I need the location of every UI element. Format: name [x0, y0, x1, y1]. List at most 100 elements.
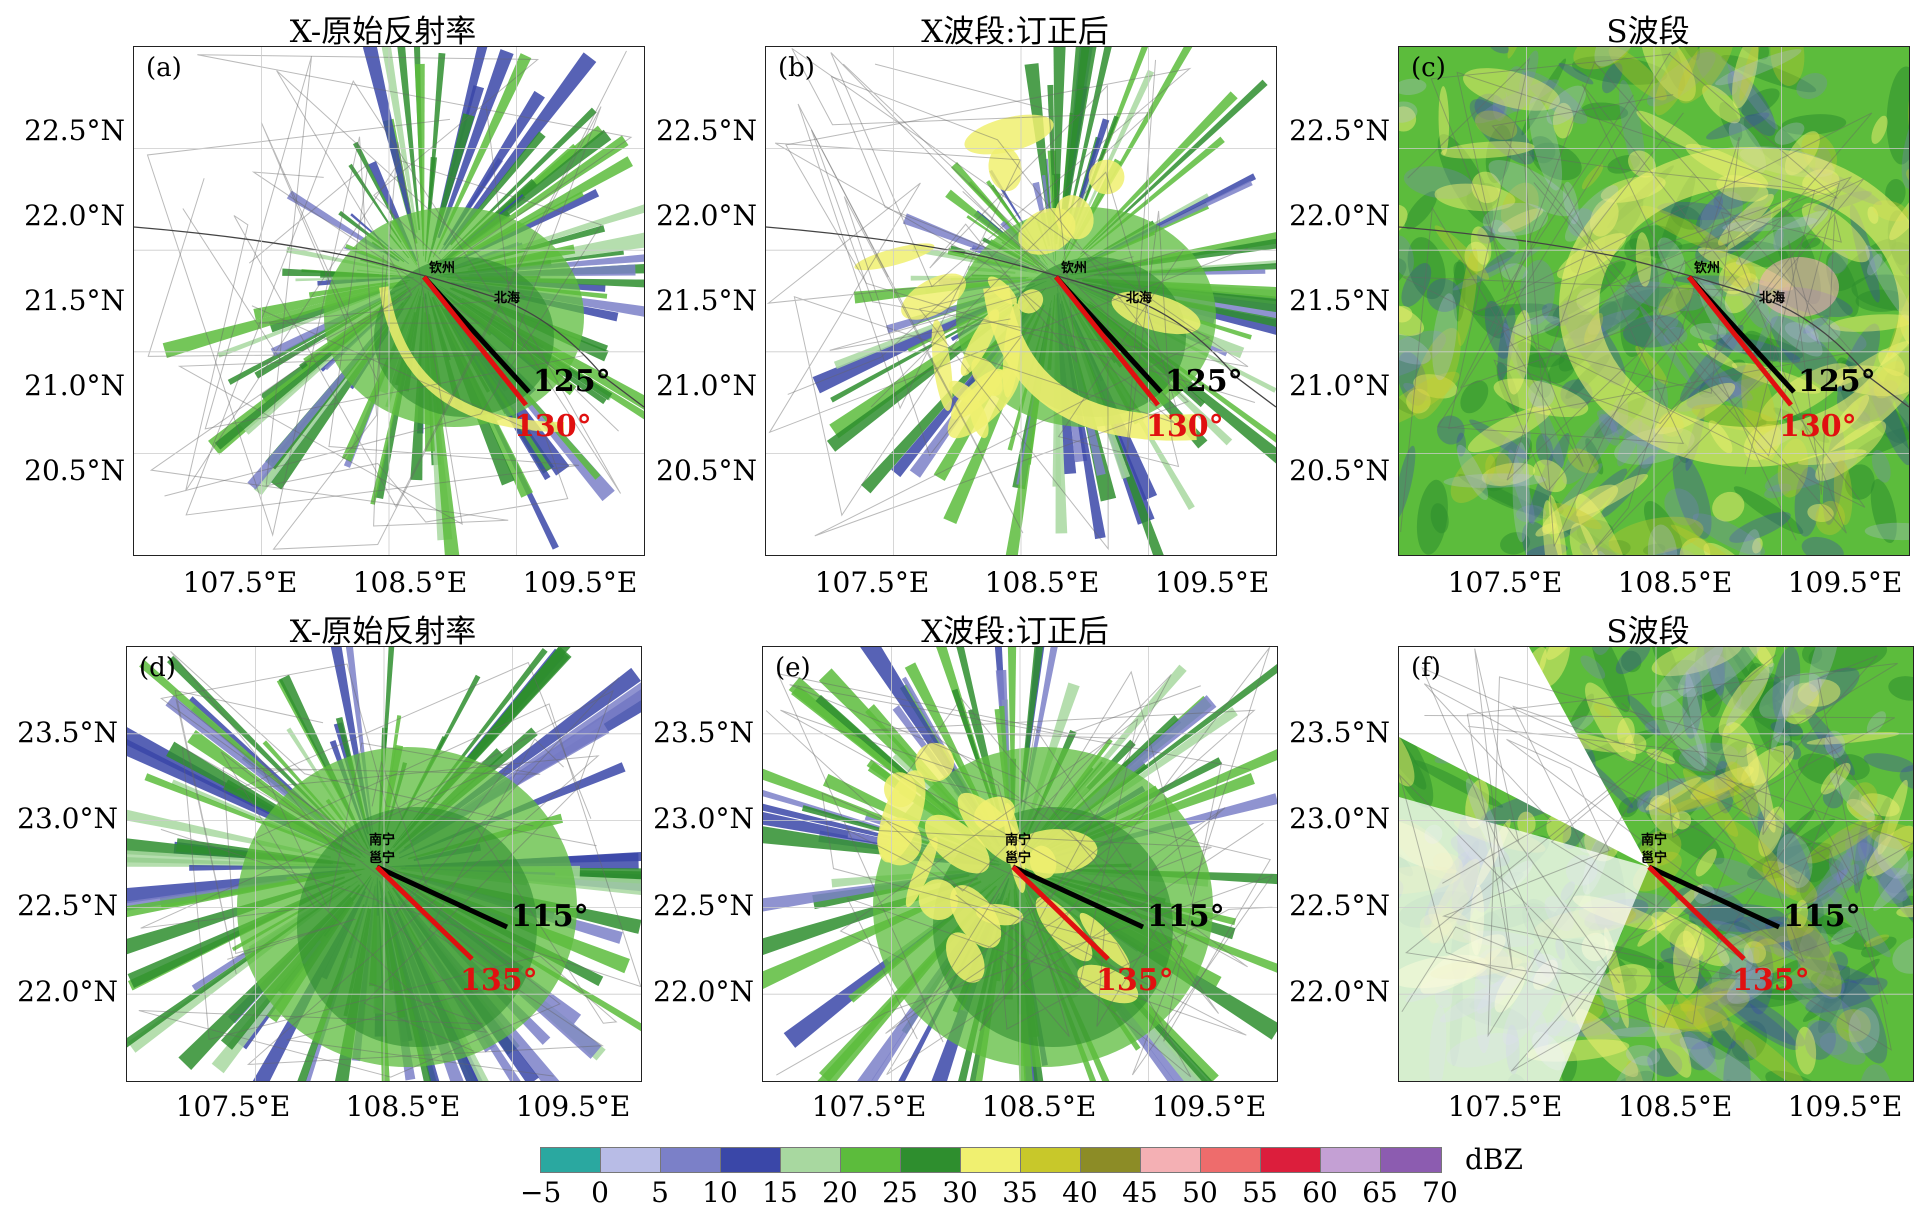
latitude-label: 22.5°N: [1289, 889, 1390, 922]
map-panel-c: (c) 125° 130° 钦州 北海: [1398, 46, 1910, 556]
radar-map: [127, 647, 641, 1081]
colorbar-swatch: [540, 1147, 602, 1173]
colorbar-tick-label: 10: [702, 1176, 738, 1209]
colorbar-swatch: [960, 1147, 1022, 1173]
city-label: 北海: [1759, 291, 1786, 306]
longitude-label: 109.5°E: [1787, 1090, 1903, 1123]
latitude-label: 20.5°N: [24, 454, 125, 487]
latitude-label: 23.5°N: [1289, 716, 1390, 749]
colorbar-swatch: [600, 1147, 662, 1173]
city-label: 南宁: [1005, 833, 1032, 848]
map-panel-f: (f) 115° 135° 南宁 邕宁: [1398, 646, 1914, 1082]
boundary-lines: [138, 651, 641, 1078]
radar-map: [1399, 47, 1909, 555]
colorbar-swatch: [720, 1147, 782, 1173]
colorbar-tick-label: 50: [1182, 1176, 1218, 1209]
panel-letter: (a): [146, 53, 182, 83]
panel-title: S波段: [1606, 614, 1690, 650]
azimuth-label-red: 135°: [460, 963, 538, 998]
latitude-label: 21.0°N: [656, 369, 757, 402]
latitude-label: 21.5°N: [1289, 284, 1390, 317]
longitude-label: 107.5°E: [1447, 1090, 1563, 1123]
radar-map: [766, 47, 1276, 555]
panel-letter: (d): [139, 653, 176, 683]
colorbar-swatch: [1140, 1147, 1202, 1173]
colorbar-tick-label: 70: [1422, 1176, 1458, 1209]
colorbar-tick-label: 65: [1362, 1176, 1398, 1209]
latitude-label: 23.0°N: [1289, 802, 1390, 835]
colorbar-unit: dBZ: [1465, 1143, 1523, 1176]
panel-title: X波段:订正后: [921, 614, 1109, 650]
colorbar-swatch: [1320, 1147, 1382, 1173]
latitude-label: 22.0°N: [653, 975, 754, 1008]
map-panel-e: (e) 115° 135° 南宁邕宁: [762, 646, 1278, 1082]
azimuth-line-red: [1687, 275, 1793, 407]
radar-map: [1399, 647, 1913, 1081]
azimuth-label-red: 135°: [1096, 963, 1174, 998]
longitude-label: 108.5°E: [1617, 566, 1733, 599]
azimuth-line-red: [1054, 275, 1160, 407]
city-label: 邕宁: [1005, 851, 1032, 866]
panel-letter: (b): [778, 53, 815, 83]
panel-letter: (e): [775, 653, 811, 683]
longitude-label: 108.5°E: [981, 1090, 1097, 1123]
reflectivity-field: [162, 47, 644, 555]
colorbar-tick-label: 0: [591, 1176, 609, 1209]
azimuth-label-black: 125°: [533, 364, 611, 399]
colorbar-swatch: [1380, 1147, 1442, 1173]
latitude-label: 22.0°N: [1289, 199, 1390, 232]
latitude-label: 22.0°N: [24, 199, 125, 232]
colorbar-tick-label: −5: [520, 1176, 562, 1209]
latitude-label: 21.5°N: [24, 284, 125, 317]
colorbar-swatch: [1020, 1147, 1082, 1173]
latitude-label: 22.0°N: [656, 199, 757, 232]
panel-title: X波段:订正后: [921, 14, 1109, 50]
panel-title: S波段: [1606, 14, 1690, 50]
azimuth-label-red: 130°: [1146, 409, 1224, 444]
latitude-label: 22.0°N: [17, 975, 118, 1008]
radar-map: [763, 647, 1277, 1081]
latitude-label: 23.5°N: [653, 716, 754, 749]
longitude-label: 109.5°E: [1151, 1090, 1267, 1123]
colorbar-tick-label: 15: [762, 1176, 798, 1209]
city-label: 钦州: [1061, 261, 1088, 276]
city-label: 钦州: [1694, 261, 1721, 276]
latitude-label: 22.5°N: [24, 114, 125, 147]
azimuth-label-red: 130°: [514, 409, 592, 444]
longitude-label: 109.5°E: [522, 566, 638, 599]
latitude-label: 23.0°N: [17, 802, 118, 835]
colorbar-swatch: [1200, 1147, 1262, 1173]
longitude-label: 108.5°E: [352, 566, 468, 599]
azimuth-label-red: 135°: [1732, 963, 1810, 998]
map-panel-b: (b) 125° 130° 钦州 北海: [765, 46, 1277, 556]
azimuth-line-red: [375, 865, 474, 961]
map-panel-a: (a) 125° 130° 钦州 北海: [133, 46, 645, 556]
longitude-label: 107.5°E: [811, 1090, 927, 1123]
colorbar-tick-label: 45: [1122, 1176, 1158, 1209]
latitude-label: 22.5°N: [1289, 114, 1390, 147]
colorbar-swatch: [840, 1147, 902, 1173]
colorbar-tick-label: 20: [822, 1176, 858, 1209]
azimuth-label-black: 125°: [1165, 364, 1243, 399]
colorbar-tick-label: 30: [942, 1176, 978, 1209]
longitude-label: 108.5°E: [1617, 1090, 1733, 1123]
city-label: 北海: [494, 291, 521, 306]
longitude-label: 107.5°E: [814, 566, 930, 599]
boundary-lines: [1399, 51, 1909, 553]
azimuth-line-red: [422, 275, 528, 407]
longitude-label: 107.5°E: [182, 566, 298, 599]
colorbar-tick-label: 60: [1302, 1176, 1338, 1209]
azimuth-label-black: 115°: [1147, 899, 1225, 934]
azimuth-label-black: 115°: [511, 899, 589, 934]
panel-title: X-原始反射率: [289, 14, 477, 50]
city-label: 南宁: [369, 833, 396, 848]
latitude-label: 22.0°N: [1289, 975, 1390, 1008]
panel-letter: (f): [1411, 653, 1441, 683]
city-label: 邕宁: [369, 851, 396, 866]
longitude-label: 107.5°E: [175, 1090, 291, 1123]
city-label: 南宁: [1641, 833, 1668, 848]
latitude-label: 21.0°N: [24, 369, 125, 402]
colorbar-tick-label: 25: [882, 1176, 918, 1209]
colorbar-swatch: [1080, 1147, 1142, 1173]
latitude-label: 23.0°N: [653, 802, 754, 835]
